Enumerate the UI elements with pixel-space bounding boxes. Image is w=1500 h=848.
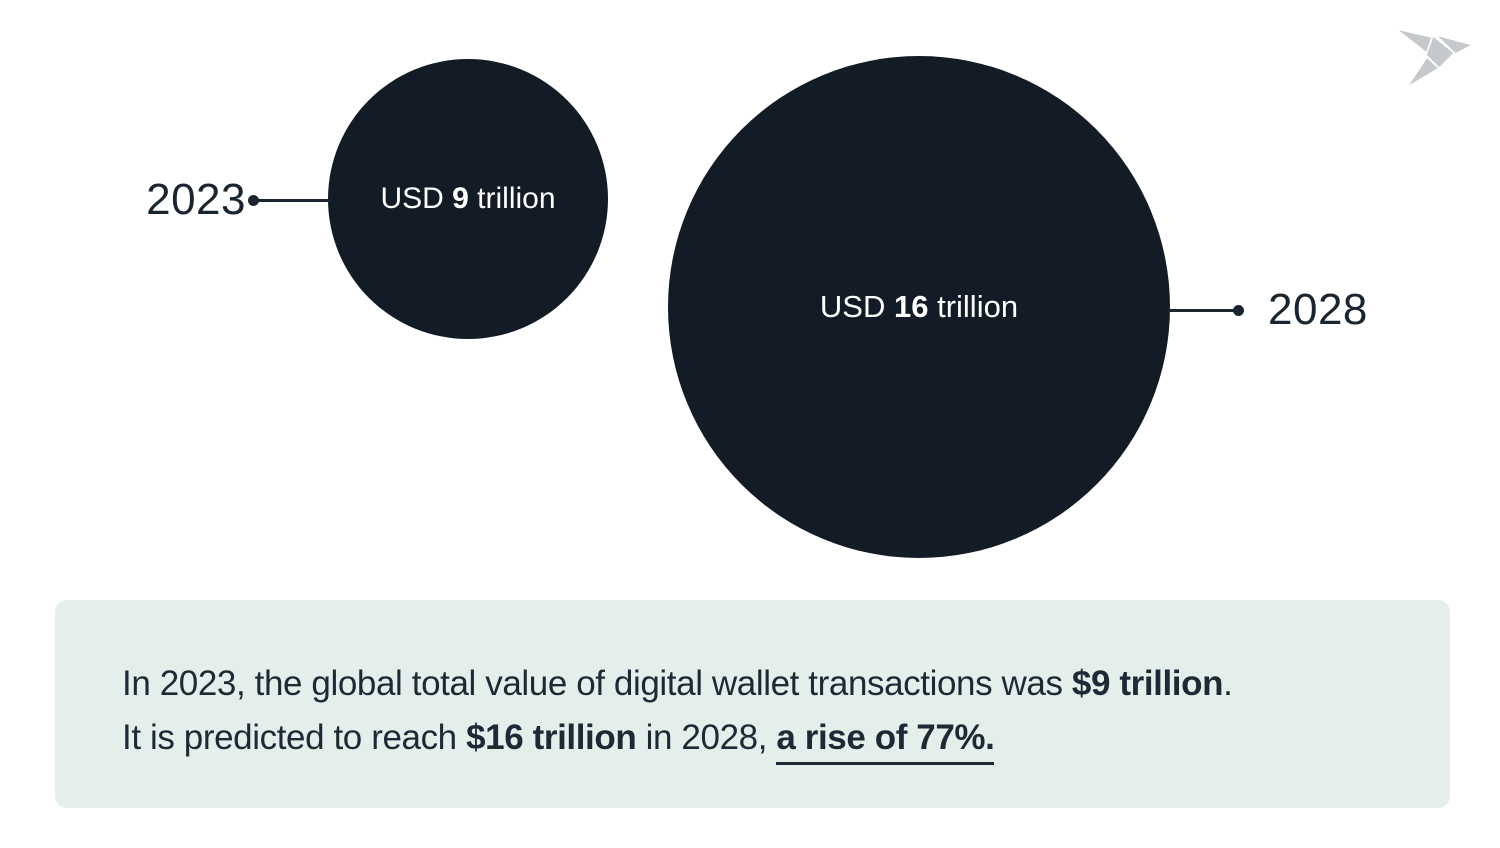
bubble-2023-value: 9: [452, 182, 469, 215]
bubble-2023-label: USD 9 trillion: [380, 182, 556, 215]
bubble-2028-value: 16: [894, 289, 929, 324]
connector-line-2023: [253, 199, 332, 202]
caption-panel: In 2023, the global total value of digit…: [55, 600, 1450, 808]
origami-bird-logo-icon: [1394, 27, 1474, 89]
year-label-2023: 2023: [146, 175, 246, 224]
caption-line-1: In 2023, the global total value of digit…: [122, 664, 1233, 703]
caption-bold-16-trillion: $16 trillion: [466, 718, 637, 757]
year-label-2028: 2028: [1268, 285, 1368, 334]
connector-dot-2028: [1233, 305, 1244, 316]
bubble-2028-label: USD 16 trillion: [819, 289, 1019, 324]
caption-line-2: It is predicted to reach $16 trillion in…: [122, 711, 1380, 765]
bubble-2028: USD 16 trillion: [668, 56, 1170, 558]
bubble-2023: USD 9 trillion: [328, 59, 608, 339]
caption-bold-9-trillion: $9 trillion: [1071, 664, 1224, 703]
caption-underlined-rise: a rise of 77%.: [776, 718, 995, 765]
connector-line-2028: [1168, 309, 1238, 312]
caption-text: In 2023, the global total value of digit…: [122, 657, 1380, 765]
